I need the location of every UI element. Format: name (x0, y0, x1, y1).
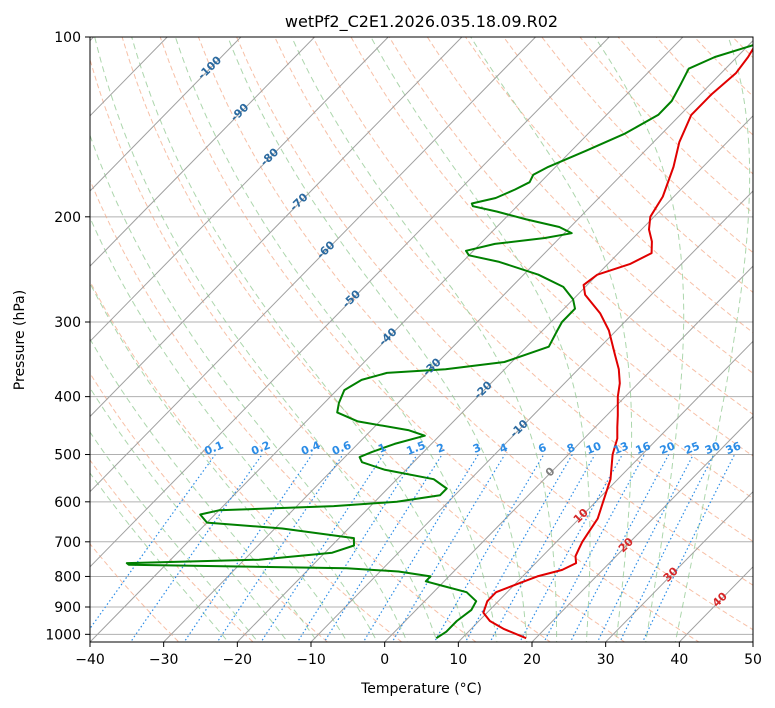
y-tick-label: 100 (54, 30, 81, 46)
moist-adiabat (470, 37, 633, 642)
moist-adiabat (90, 431, 259, 642)
dry-adiabat (90, 372, 329, 642)
chart-title: wetPf2_C2E1.2026.035.18.09.R02 (285, 12, 558, 32)
y-tick-label: 900 (54, 600, 81, 616)
isotherm (457, 340, 753, 642)
mixing-ratio-line (391, 454, 506, 642)
x-tick-label: 30 (597, 652, 615, 668)
moist-adiabat (90, 216, 378, 642)
y-tick-label: 500 (54, 448, 81, 464)
x-tick-label: 20 (523, 652, 541, 668)
y-tick-label: 1000 (45, 627, 81, 643)
y-tick-label: 700 (54, 535, 81, 551)
y-tick-label: 300 (54, 315, 81, 331)
mixing-ratio-line (260, 454, 385, 642)
dry-adiabat (503, 37, 753, 294)
isotherm (90, 37, 389, 343)
mixing-ratio-line (323, 454, 443, 642)
isotherm (90, 37, 316, 267)
dry-adiabat (197, 37, 753, 631)
profile-lines (125, 44, 753, 640)
dewpoint-line (125, 44, 753, 640)
mixing-ratio-label: 16 (634, 439, 653, 457)
x-tick-label: −10 (296, 652, 326, 668)
moist-adiabat (227, 37, 528, 642)
mixing-ratio-label: 20 (658, 439, 677, 457)
isotherm (90, 37, 537, 493)
y-tick-label: 600 (54, 495, 81, 511)
moist-adiabat (94, 37, 438, 642)
mixing-ratio-label: 3 (471, 441, 483, 456)
isotherm (90, 37, 242, 192)
dry-adiabat (121, 37, 626, 642)
moist-adiabat (594, 37, 685, 642)
mixing-ratio-line (90, 454, 216, 630)
mixing-ratio-label: 36 (724, 439, 743, 457)
moist-adiabat (90, 338, 319, 642)
dry-adiabat (312, 37, 753, 500)
isotherm (90, 37, 463, 418)
x-tick-label: 50 (744, 652, 762, 668)
moist-adiabat (90, 387, 289, 642)
isotherm (90, 37, 610, 568)
moist-adiabat (90, 282, 348, 642)
dry-adiabat (236, 37, 753, 586)
mixing-ratio-line (183, 454, 313, 642)
isotherm (604, 490, 753, 642)
mixing-ratio-label: 30 (703, 439, 722, 457)
x-tick-label: −40 (75, 652, 105, 668)
isotherm (90, 37, 684, 642)
isotherm (310, 190, 753, 642)
x-axis-label: Temperature (°C) (360, 681, 482, 697)
x-tick-label: −20 (223, 652, 253, 668)
mixing-ratio-line (362, 454, 479, 642)
mixing-ratio-line (641, 454, 736, 642)
mixing-ratio-line (596, 454, 694, 642)
temperature-line (482, 47, 753, 640)
mixing-ratio-line (216, 454, 344, 642)
moist-adiabat (90, 472, 229, 642)
y-tick-label: 200 (54, 210, 81, 226)
y-axis-label: Pressure (hPa) (12, 290, 28, 390)
moist-adiabat (674, 37, 751, 642)
dry-adiabat (159, 37, 700, 642)
axes: −40 −30 −20 −10 0 10 20 30 40 50 1000 900 800 700 600 5… (45, 30, 762, 668)
mixing-ratio-label: 1 (376, 441, 388, 456)
dry-adiabat (90, 543, 180, 642)
isotherm (236, 115, 753, 642)
moist-adiabat (174, 37, 498, 642)
dry-adiabat (388, 37, 753, 415)
mixing-ratio-label: 13 (611, 439, 630, 457)
mixing-ratio-line (129, 454, 263, 642)
moist-adiabat (291, 37, 558, 642)
dry-adiabat (90, 57, 552, 642)
mixing-ratio-line (543, 454, 645, 642)
moist-adiabat (131, 37, 468, 642)
moist-adiabat (370, 37, 591, 642)
isotherm (162, 39, 753, 642)
dry-adiabat (350, 37, 753, 457)
mixing-ratio-line (519, 454, 623, 642)
mixing-ratio-label: 2 (435, 441, 447, 456)
y-tick-label: 800 (54, 569, 81, 585)
mixing-ratio-label: 10 (584, 439, 603, 457)
dry-adiabat (465, 37, 753, 334)
mixing-ratio-line (569, 454, 670, 642)
x-tick-label: 40 (670, 652, 688, 668)
x-tick-label: −30 (149, 652, 179, 668)
isotherm (531, 415, 753, 642)
plot-frame (89, 36, 754, 643)
dry-adiabat (90, 280, 403, 642)
x-tick-label: 10 (449, 652, 467, 668)
y-tick-label: 400 (54, 390, 81, 406)
mixing-ratio-label: 25 (683, 439, 702, 457)
mixing-ratio-label: 8 (565, 441, 577, 456)
isotherm (383, 265, 753, 642)
x-tick-label: 0 (380, 652, 389, 668)
